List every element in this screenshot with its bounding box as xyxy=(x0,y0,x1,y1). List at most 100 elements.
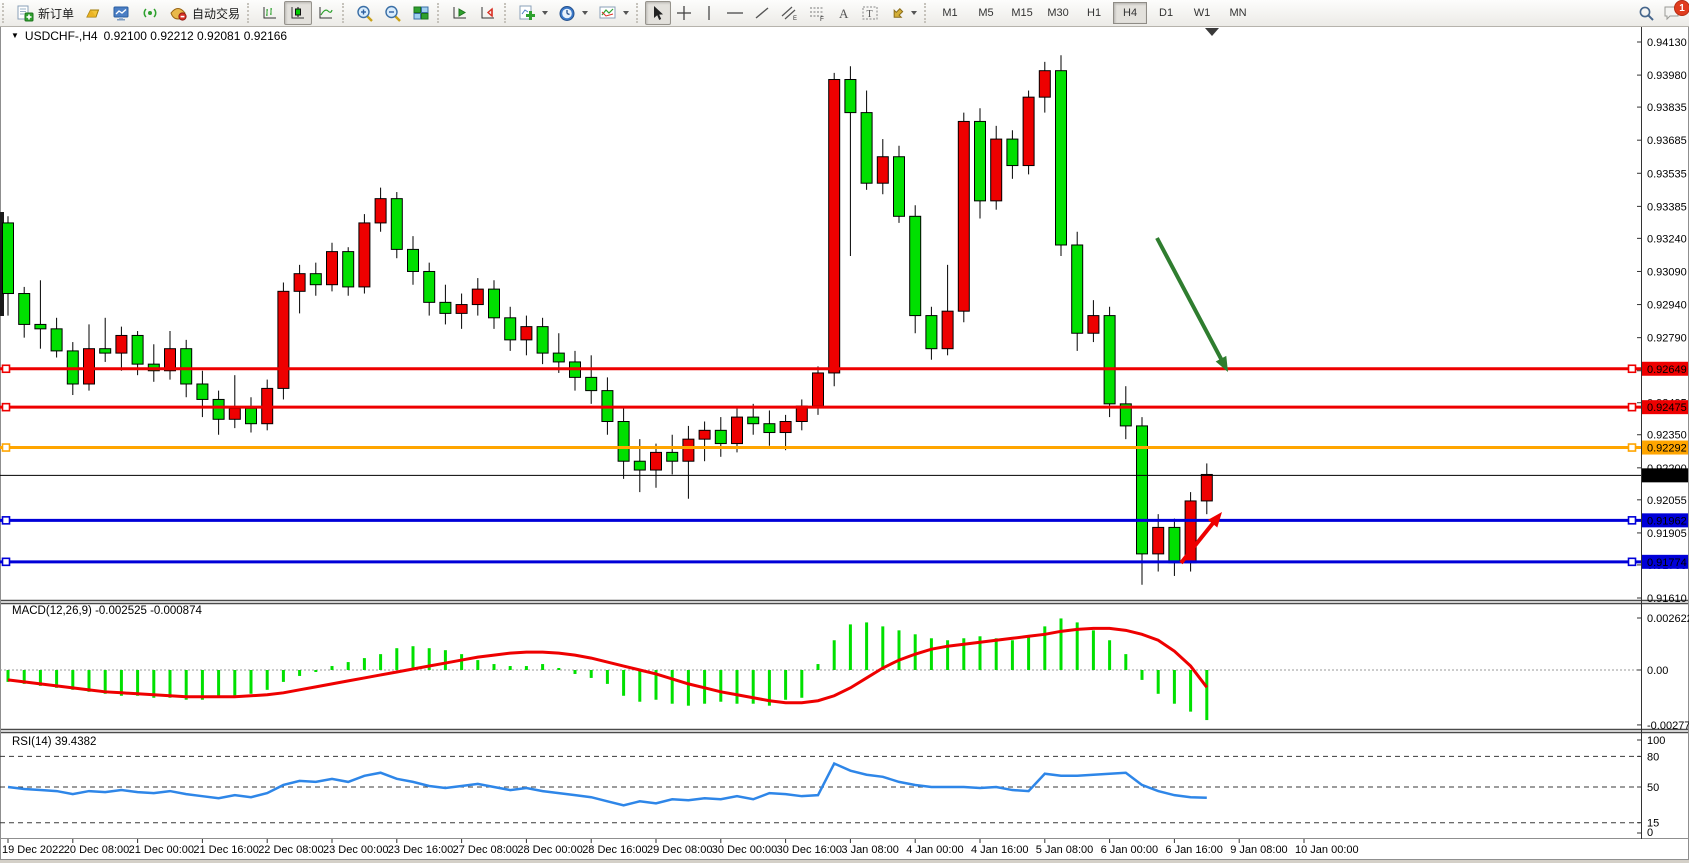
periods-button[interactable] xyxy=(553,1,593,25)
svg-text:0.91610: 0.91610 xyxy=(1647,593,1687,605)
timeframe-H1[interactable]: H1 xyxy=(1087,7,1102,19)
svg-text:50: 50 xyxy=(1647,782,1659,794)
rsi-axis: 100 80 50 150 xyxy=(1637,735,1665,839)
text-tool-button[interactable]: A xyxy=(831,1,856,25)
svg-text:0.91774: 0.91774 xyxy=(1647,557,1687,569)
line-handle xyxy=(1627,443,1637,452)
indicators-button[interactable] xyxy=(513,1,553,25)
timeframe-H4[interactable]: H4 xyxy=(1113,2,1148,24)
svg-text:21 Dec 00:00: 21 Dec 00:00 xyxy=(129,844,194,856)
chart-ohlc-values: 0.92100 0.92212 0.92081 0.92166 xyxy=(103,29,288,43)
equidistant-channel-tool-button[interactable]: E xyxy=(775,1,803,25)
terminal-icon xyxy=(113,6,129,20)
svg-text:0.00: 0.00 xyxy=(1647,665,1668,677)
chart-shift-button[interactable] xyxy=(474,1,502,25)
svg-text:A: A xyxy=(839,6,849,21)
search-icon[interactable] xyxy=(1638,5,1655,22)
timeframe-W1[interactable]: W1 xyxy=(1193,7,1211,19)
zoom-out-button[interactable] xyxy=(379,1,407,25)
svg-text:0.002622: 0.002622 xyxy=(1647,613,1689,625)
indicators-icon xyxy=(519,5,536,20)
line-handle xyxy=(1627,516,1637,525)
vertical-line-tool-button[interactable] xyxy=(697,1,721,25)
auto-scroll-icon xyxy=(453,7,467,19)
red-up-arrow[interactable] xyxy=(1179,518,1217,565)
candle-chart-mode-button[interactable] xyxy=(284,1,313,25)
svg-text:3 Jan 08:00: 3 Jan 08:00 xyxy=(841,844,899,856)
chart-symbol-label: USDCHF-,H4 xyxy=(24,29,98,43)
time-axis: 19 Dec 2022 20 Dec 08:00 21 Dec 00:00 21 De… xyxy=(2,839,1359,856)
rsi-panel xyxy=(0,755,1640,824)
bar-chart-mode-button[interactable] xyxy=(256,1,284,25)
svg-text:0.93980: 0.93980 xyxy=(1647,70,1687,82)
signal-button[interactable] xyxy=(136,1,164,25)
toolbar-grip xyxy=(2,3,8,23)
toolbar-separator xyxy=(636,3,642,23)
line-handle xyxy=(1,516,11,525)
toolbar-right-group: 1 xyxy=(1638,0,1689,26)
line-handle xyxy=(1627,402,1637,412)
tile-windows-icon xyxy=(413,6,429,20)
text-label-tool-button[interactable]: T xyxy=(856,1,884,25)
gold-button[interactable] xyxy=(79,1,107,25)
svg-text:100: 100 xyxy=(1647,735,1665,747)
svg-text:20 Dec 08:00: 20 Dec 08:00 xyxy=(64,844,129,856)
line-handle xyxy=(1,402,11,412)
terminal-button[interactable] xyxy=(107,1,136,25)
timeframe-M15[interactable]: M15 xyxy=(1011,7,1033,19)
svg-text:30 Dec 00:00: 30 Dec 00:00 xyxy=(712,844,777,856)
svg-text:0.93535: 0.93535 xyxy=(1647,168,1687,180)
crosshair-tool-button[interactable] xyxy=(671,1,697,25)
svg-text:28 Dec 16:00: 28 Dec 16:00 xyxy=(582,844,647,856)
green-down-arrow[interactable] xyxy=(1155,237,1225,364)
svg-text:0.92649: 0.92649 xyxy=(1647,364,1687,376)
svg-text:0.94130: 0.94130 xyxy=(1647,37,1687,49)
timeframe-D1[interactable]: D1 xyxy=(1159,7,1174,19)
tile-windows-button[interactable] xyxy=(407,1,435,25)
arrows-tool-button[interactable] xyxy=(884,1,922,25)
new-order-icon xyxy=(17,5,34,21)
svg-text:0: 0 xyxy=(1647,827,1653,839)
horizontal-line-tool-button[interactable] xyxy=(721,1,749,25)
signal-icon xyxy=(143,8,157,18)
svg-text:10 Jan 00:00: 10 Jan 00:00 xyxy=(1295,844,1359,856)
svg-text:E: E xyxy=(793,16,797,21)
zoom-in-button[interactable] xyxy=(351,1,379,25)
chart-expand-icon[interactable]: ▼ xyxy=(11,31,19,40)
timeframe-M1[interactable]: M1 xyxy=(942,7,958,19)
autotrading-button[interactable]: 自动交易 xyxy=(164,1,245,25)
gold-ingot-icon xyxy=(86,9,100,18)
rsi-indicator-label: RSI(14) 39.4382 xyxy=(12,736,97,748)
text-label-icon: T xyxy=(862,6,878,20)
timeframe-M5[interactable]: M5 xyxy=(978,7,994,19)
new-order-button[interactable]: 新订单 xyxy=(11,1,79,25)
annotations-layer xyxy=(1155,237,1228,565)
chart-shift-icon xyxy=(481,7,495,19)
chart-title-bar: ▼ USDCHF-,H4 0.92100 0.92212 0.92081 0.9… xyxy=(11,29,287,43)
svg-text:0.92940: 0.92940 xyxy=(1647,300,1687,312)
notifications-button[interactable]: 1 xyxy=(1663,0,1689,22)
line-chart-mode-icon xyxy=(319,7,333,19)
chart-shift-marker[interactable] xyxy=(1205,28,1219,36)
trendline-tool-button[interactable] xyxy=(749,1,775,25)
autotrading-label: 自动交易 xyxy=(192,6,241,21)
timeframe-M30[interactable]: M30 xyxy=(1047,7,1069,19)
toolbar-separator xyxy=(437,3,443,23)
svg-text:0.93240: 0.93240 xyxy=(1647,233,1687,245)
periods-clock-icon xyxy=(559,5,575,21)
line-handle xyxy=(1,443,11,452)
cursor-icon xyxy=(654,6,664,20)
timeframe-MN[interactable]: MN xyxy=(1229,7,1247,19)
cursor-tool-button[interactable] xyxy=(645,1,672,25)
svg-text:28 Dec 00:00: 28 Dec 00:00 xyxy=(517,844,582,856)
fibonacci-tool-button[interactable]: F xyxy=(803,1,831,25)
templates-button[interactable] xyxy=(593,1,634,25)
line-chart-mode-button[interactable] xyxy=(312,1,340,25)
vertical-line-icon xyxy=(708,6,710,20)
indicators-dropdown-caret xyxy=(542,11,549,15)
auto-scroll-button[interactable] xyxy=(446,1,474,25)
toolbar-separator xyxy=(504,3,510,23)
hlines-layer: 0.92649 0.92475 0.92292 0.92166 0.91962 0.917… xyxy=(0,361,1688,569)
macd-signal-line xyxy=(7,626,1208,705)
